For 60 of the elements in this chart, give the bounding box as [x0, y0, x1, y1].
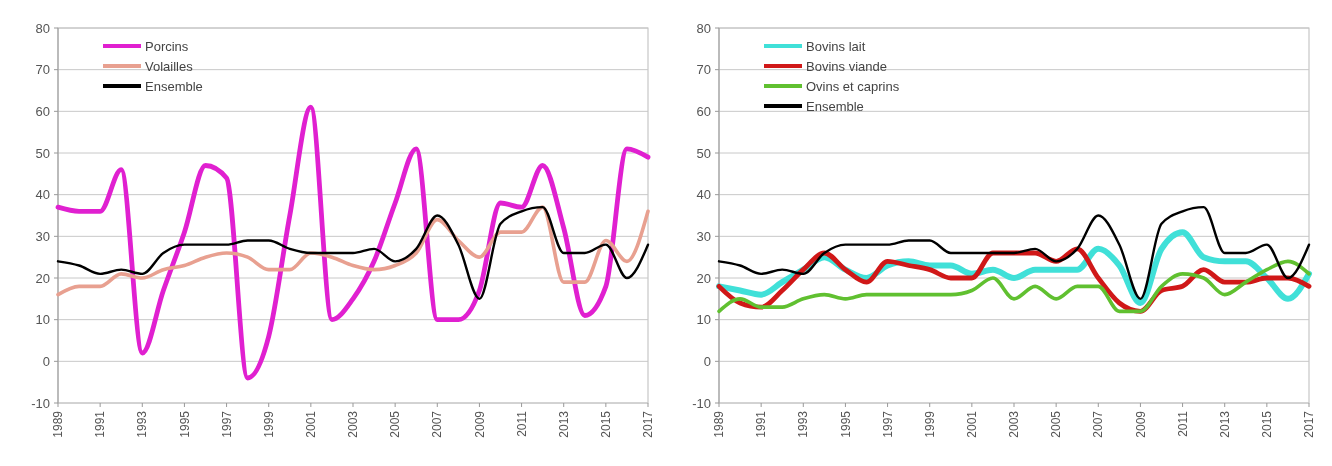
x-tick-label: 2005 [1049, 410, 1064, 438]
y-tick-label: 0 [703, 353, 711, 369]
x-tick-label: 1997 [880, 410, 895, 438]
y-tick-label: -10 [692, 395, 711, 411]
x-tick-label: 2017 [1302, 410, 1317, 438]
legend-label: Ensemble [145, 78, 203, 94]
legend-label: Ensemble [806, 98, 864, 114]
x-tick-label: 1993 [796, 410, 811, 438]
y-tick-label: 40 [35, 187, 50, 203]
x-tick-label: 1997 [219, 410, 234, 438]
y-tick-label: 20 [696, 270, 711, 286]
legend-label: Bovins lait [806, 38, 866, 54]
y-tick-label: 60 [696, 103, 711, 119]
y-tick-label: 80 [696, 20, 711, 36]
x-tick-label: 2013 [556, 410, 571, 438]
x-tick-label: 1989 [51, 410, 66, 438]
x-tick-label: 2015 [1260, 410, 1275, 438]
x-tick-label: 2011 [1175, 410, 1190, 437]
y-tick-label: 10 [35, 312, 50, 328]
x-tick-label: 2009 [1133, 410, 1148, 438]
y-tick-label: 80 [35, 20, 50, 36]
y-tick-label: 40 [696, 187, 711, 203]
x-tick-label: 2015 [599, 410, 614, 438]
y-tick-label: 60 [35, 103, 50, 119]
x-tick-label: 1993 [135, 410, 150, 438]
legend-label: Bovins viande [806, 58, 887, 74]
line-series [717, 259, 1311, 314]
line-series [55, 104, 651, 381]
line-series [717, 205, 1311, 301]
legend-label: Porcins [145, 38, 189, 54]
x-tick-label: 2003 [346, 410, 361, 438]
x-tick-label: 2007 [430, 410, 445, 438]
x-tick-label: 2013 [1217, 410, 1232, 438]
x-tick-label: 2001 [965, 410, 980, 438]
y-tick-label: 0 [42, 353, 50, 369]
x-tick-label: 1995 [177, 410, 192, 438]
x-tick-label: 2003 [1007, 410, 1022, 438]
legend-label: Volailles [145, 58, 194, 74]
x-tick-label: 2017 [641, 410, 656, 438]
x-tick-label: 1999 [261, 410, 276, 438]
x-tick-label: 2011 [514, 410, 529, 437]
x-tick-label: 2009 [472, 410, 487, 438]
y-tick-label: 20 [35, 270, 50, 286]
y-tick-label: 50 [696, 145, 711, 161]
x-tick-label: 2005 [388, 410, 403, 438]
x-tick-label: 2007 [1091, 410, 1106, 438]
x-tick-label: 2001 [304, 410, 319, 438]
y-tick-label: 50 [35, 145, 50, 161]
y-tick-label: 70 [35, 62, 50, 78]
y-tick-label: 10 [696, 312, 711, 328]
y-tick-label: 30 [35, 228, 50, 244]
x-tick-label: 1989 [712, 410, 727, 438]
y-tick-label: -10 [31, 395, 50, 411]
x-tick-label: 1991 [754, 410, 769, 438]
x-tick-label: 1991 [93, 410, 108, 438]
x-tick-label: 1995 [838, 410, 853, 438]
y-tick-label: 30 [696, 228, 711, 244]
y-tick-label: 70 [696, 62, 711, 78]
x-tick-label: 1999 [922, 410, 937, 438]
legend-label: Ovins et caprins [806, 78, 900, 94]
